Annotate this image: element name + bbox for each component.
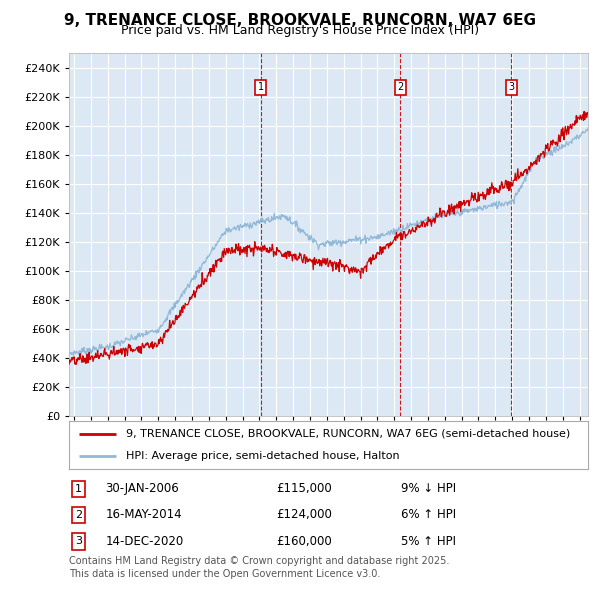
Text: 14-DEC-2020: 14-DEC-2020	[106, 535, 184, 548]
Text: Price paid vs. HM Land Registry's House Price Index (HPI): Price paid vs. HM Land Registry's House …	[121, 24, 479, 37]
Text: 1: 1	[75, 484, 82, 494]
Text: 9, TRENANCE CLOSE, BROOKVALE, RUNCORN, WA7 6EG (semi-detached house): 9, TRENANCE CLOSE, BROOKVALE, RUNCORN, W…	[126, 429, 571, 439]
Text: 9, TRENANCE CLOSE, BROOKVALE, RUNCORN, WA7 6EG: 9, TRENANCE CLOSE, BROOKVALE, RUNCORN, W…	[64, 13, 536, 28]
Text: 2: 2	[397, 82, 404, 92]
Text: £160,000: £160,000	[277, 535, 332, 548]
Text: HPI: Average price, semi-detached house, Halton: HPI: Average price, semi-detached house,…	[126, 451, 400, 461]
Text: 9% ↓ HPI: 9% ↓ HPI	[401, 483, 456, 496]
Text: 6% ↑ HPI: 6% ↑ HPI	[401, 508, 456, 522]
Text: 3: 3	[508, 82, 515, 92]
Text: 1: 1	[257, 82, 264, 92]
Text: £124,000: £124,000	[277, 508, 332, 522]
Text: 2: 2	[75, 510, 82, 520]
Text: Contains HM Land Registry data © Crown copyright and database right 2025.
This d: Contains HM Land Registry data © Crown c…	[69, 556, 449, 579]
Text: 16-MAY-2014: 16-MAY-2014	[106, 508, 182, 522]
Text: 30-JAN-2006: 30-JAN-2006	[106, 483, 179, 496]
Text: 3: 3	[75, 536, 82, 546]
Text: £115,000: £115,000	[277, 483, 332, 496]
Text: 5% ↑ HPI: 5% ↑ HPI	[401, 535, 456, 548]
